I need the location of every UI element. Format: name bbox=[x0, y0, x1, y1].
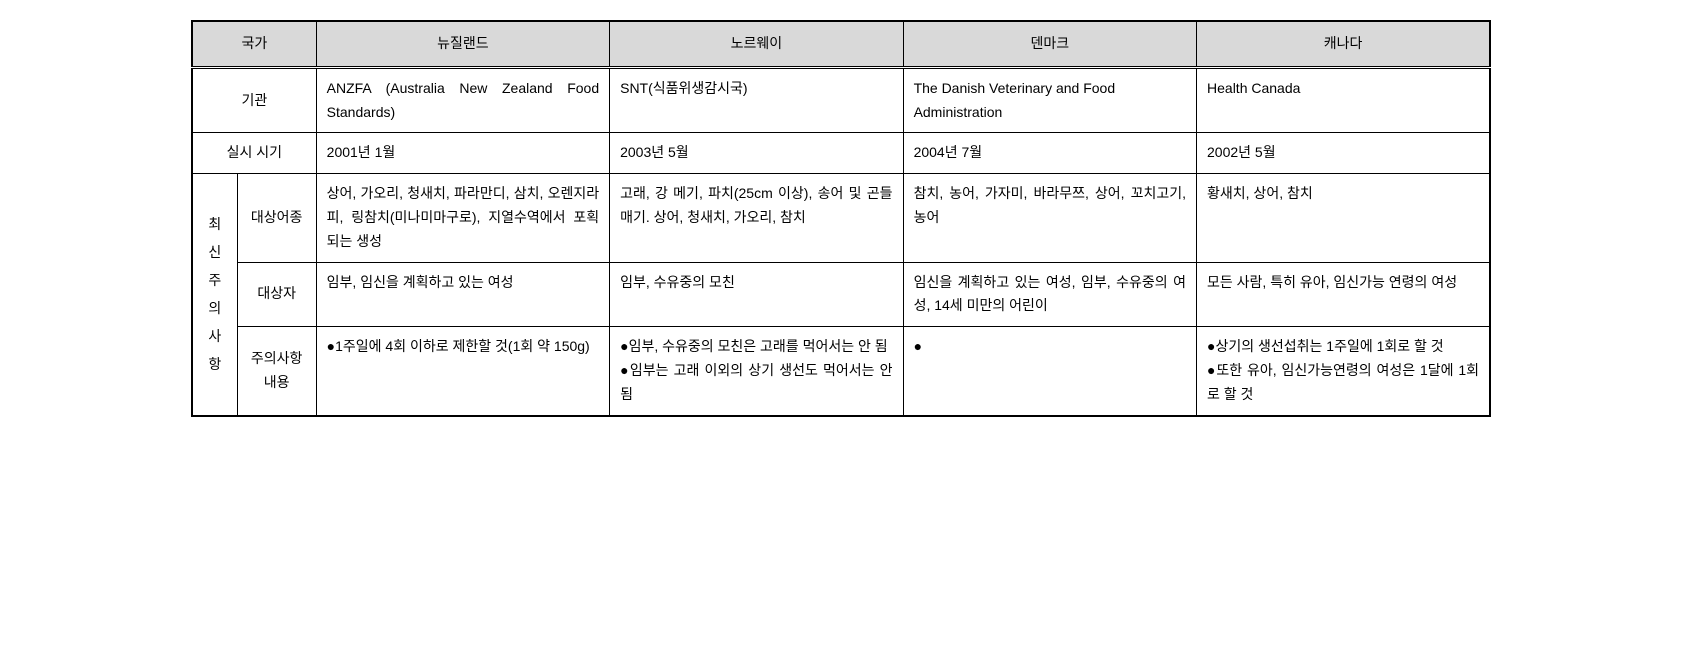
header-country: 국가 bbox=[192, 21, 316, 67]
species-ca: 황새치, 상어, 참치 bbox=[1197, 174, 1490, 262]
content-dk: ● bbox=[903, 327, 1196, 416]
regulation-table: 국가 뉴질랜드 노르웨이 덴마크 캐나다 기관 ANZFA (Australia… bbox=[191, 20, 1491, 417]
table-row: 실시 시기 2001년 1월 2003년 5월 2004년 7월 2002년 5… bbox=[192, 133, 1490, 174]
table-row: 최신주의사항 대상어종 상어, 가오리, 청새치, 파라만디, 삼치, 오렌지라… bbox=[192, 174, 1490, 262]
header-ca: 캐나다 bbox=[1197, 21, 1490, 67]
agency-nz: ANZFA (Australia New Zealand Food Standa… bbox=[316, 67, 609, 133]
timing-ca: 2002년 5월 bbox=[1197, 133, 1490, 174]
warnings-group-label: 최신주의사항 bbox=[192, 174, 237, 416]
target-dk: 임신을 계획하고 있는 여성, 임부, 수유중의 여성, 14세 미만의 어린이 bbox=[903, 262, 1196, 327]
species-dk: 참치, 농어, 가자미, 바라무쯔, 상어, 꼬치고기, 농어 bbox=[903, 174, 1196, 262]
table-row: 대상자 임부, 임신을 계획하고 있는 여성 임부, 수유중의 모친 임신을 계… bbox=[192, 262, 1490, 327]
agency-no: SNT(식품위생감시국) bbox=[610, 67, 903, 133]
target-label: 대상자 bbox=[237, 262, 316, 327]
species-nz: 상어, 가오리, 청새치, 파라만디, 삼치, 오렌지라피, 링참치(미나미마구… bbox=[316, 174, 609, 262]
timing-no: 2003년 5월 bbox=[610, 133, 903, 174]
content-label: 주의사항내용 bbox=[237, 327, 316, 416]
content-no: ●임부, 수유중의 모친은 고래를 먹어서는 안 됨●임부는 고래 이외의 상기… bbox=[610, 327, 903, 416]
timing-nz: 2001년 1월 bbox=[316, 133, 609, 174]
target-nz: 임부, 임신을 계획하고 있는 여성 bbox=[316, 262, 609, 327]
table-row: 기관 ANZFA (Australia New Zealand Food Sta… bbox=[192, 67, 1490, 133]
timing-label: 실시 시기 bbox=[192, 133, 316, 174]
header-nz: 뉴질랜드 bbox=[316, 21, 609, 67]
content-nz: ●1주일에 4회 이하로 제한할 것(1회 약 150g) bbox=[316, 327, 609, 416]
content-ca: ●상기의 생선섭취는 1주일에 1회로 할 것●또한 유아, 임신가능연령의 여… bbox=[1197, 327, 1490, 416]
header-no: 노르웨이 bbox=[610, 21, 903, 67]
target-ca: 모든 사람, 특히 유아, 임신가능 연령의 여성 bbox=[1197, 262, 1490, 327]
header-dk: 덴마크 bbox=[903, 21, 1196, 67]
warnings-group-text: 최신주의사항 bbox=[195, 210, 235, 378]
target-no: 임부, 수유중의 모친 bbox=[610, 262, 903, 327]
table-row: 국가 뉴질랜드 노르웨이 덴마크 캐나다 bbox=[192, 21, 1490, 67]
table-row: 주의사항내용 ●1주일에 4회 이하로 제한할 것(1회 약 150g) ●임부… bbox=[192, 327, 1490, 416]
timing-dk: 2004년 7월 bbox=[903, 133, 1196, 174]
agency-dk: The Danish Veterinary and Food Administr… bbox=[903, 67, 1196, 133]
agency-label: 기관 bbox=[192, 67, 316, 133]
species-label: 대상어종 bbox=[237, 174, 316, 262]
agency-ca: Health Canada bbox=[1197, 67, 1490, 133]
species-no: 고래, 강 메기, 파치(25cm 이상), 송어 및 곤들매기. 상어, 청새… bbox=[610, 174, 903, 262]
table-container: 국가 뉴질랜드 노르웨이 덴마크 캐나다 기관 ANZFA (Australia… bbox=[191, 20, 1491, 417]
